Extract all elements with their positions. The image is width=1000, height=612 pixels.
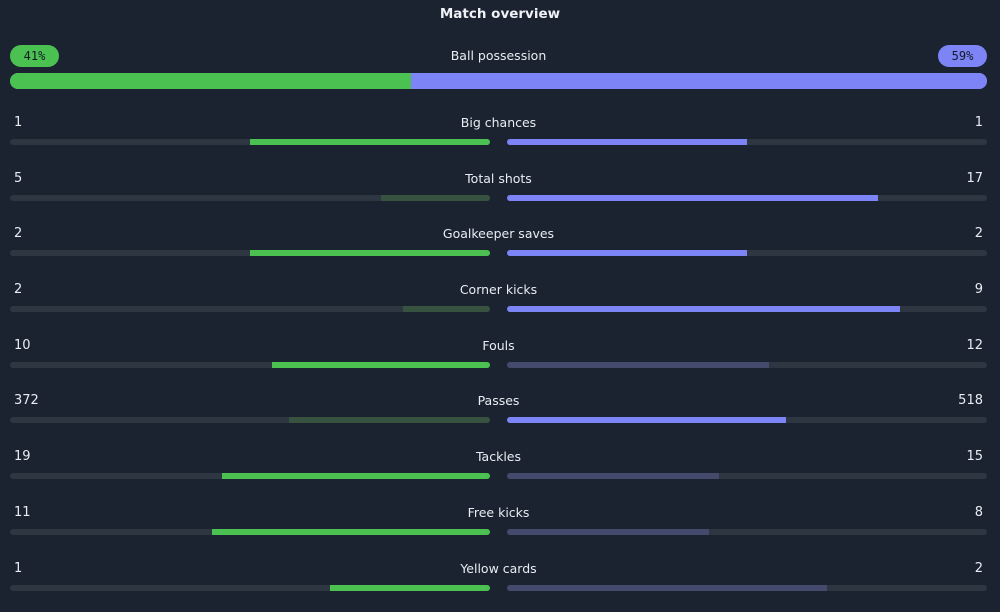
home-stat-bar [403,306,490,312]
away-stat-track [507,362,987,368]
possession-bar [10,73,987,89]
away-stat-value: 15 [966,449,983,465]
away-stat-value: 17 [966,171,983,187]
stat-label: Yellow cards [10,561,987,577]
away-stat-track [507,306,987,312]
away-stat-track [507,139,987,145]
away-stat-value: 2 [975,561,983,577]
stat-label: Corner kicks [10,282,987,298]
away-stat-bar [507,585,827,591]
away-stat-value: 8 [975,505,983,521]
away-stat-bar [507,250,747,256]
possession-bar-away [411,73,987,89]
possession-label: Ball possession [10,45,987,67]
page-title: Match overview [0,6,1000,22]
stat-label: Goalkeeper saves [10,226,987,242]
stat-label: Fouls [10,338,987,354]
home-stat-bar [222,473,490,479]
away-possession-badge: 59% [938,45,987,67]
away-stat-bar [507,529,709,535]
stat-label: Passes [10,393,987,409]
home-stat-track [10,362,490,368]
home-stat-track [10,250,490,256]
away-stat-bar [507,417,786,423]
home-stat-bar [289,417,490,423]
stat-label: Free kicks [10,505,987,521]
home-stat-bar [381,195,490,201]
home-stat-bar [212,529,490,535]
home-stat-bar [250,139,490,145]
away-stat-track [507,529,987,535]
away-stat-track [507,195,987,201]
home-stat-track [10,139,490,145]
home-stat-track [10,473,490,479]
home-stat-track [10,529,490,535]
possession-header: 41% Ball possession 59% [10,45,987,67]
home-stat-track [10,195,490,201]
home-stat-bar [272,362,490,368]
away-stat-bar [507,473,719,479]
away-stat-value: 12 [966,338,983,354]
away-stat-track [507,473,987,479]
stat-label: Tackles [10,449,987,465]
away-stat-value: 9 [975,282,983,298]
away-stat-bar [507,362,769,368]
home-stat-track [10,306,490,312]
home-stat-track [10,417,490,423]
home-stat-track [10,585,490,591]
stat-label: Total shots [10,171,987,187]
away-stat-track [507,250,987,256]
home-stat-bar [250,250,490,256]
away-stat-bar [507,306,900,312]
away-stat-track [507,417,987,423]
home-stat-bar [330,585,490,591]
away-stat-bar [507,195,878,201]
away-stat-track [507,585,987,591]
away-stat-value: 1 [975,115,983,131]
possession-bar-home [10,73,411,89]
away-stat-value: 518 [958,393,983,409]
away-stat-value: 2 [975,226,983,242]
stat-label: Big chances [10,115,987,131]
away-stat-bar [507,139,747,145]
